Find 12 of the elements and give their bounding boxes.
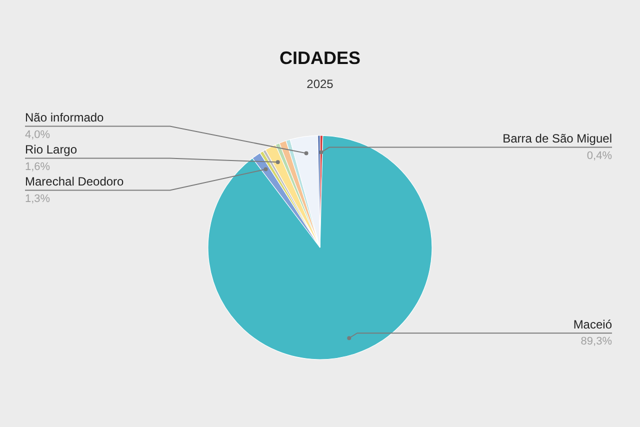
chart-subtitle: 2025: [306, 77, 334, 92]
data-label: 0,4%: [586, 150, 612, 162]
slice-label: Rio Largo: [25, 142, 78, 157]
slice-label: Barra de São Miguel: [502, 132, 612, 146]
chart-title: CIDADES: [279, 48, 361, 68]
data-label: 89,3%: [580, 336, 612, 348]
slice-label: Marechal Deodoro: [25, 174, 124, 189]
slice-label: Maceió: [573, 317, 612, 332]
data-label: 1,3%: [25, 192, 50, 205]
data-label: 4,0%: [25, 128, 50, 141]
data-label: 1,6%: [25, 160, 50, 173]
slice-label: Não informado: [25, 110, 104, 125]
